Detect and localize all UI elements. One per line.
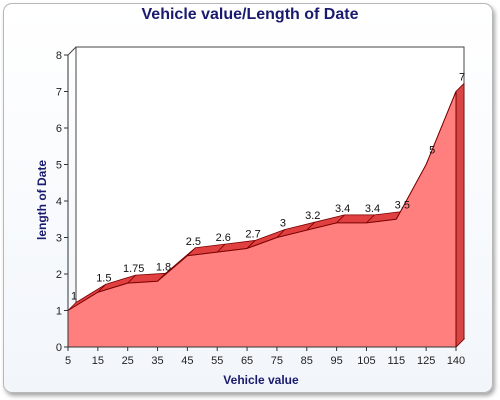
x-tick-label: 140 [447,355,465,367]
y-axis-title: length of Date [35,160,49,240]
y-tick-label: 5 [56,160,62,172]
area-series [67,82,465,348]
x-tick-label: 5 [65,355,71,367]
y-tick-label: 6 [56,123,62,135]
y-tick-label: 1 [56,306,62,318]
area-end-face [455,82,465,348]
y-tick-label: 7 [56,87,62,99]
y-tick-label: 2 [56,269,62,281]
data-label: 3.5 [395,199,410,211]
y-tick-label: 3 [56,233,62,245]
x-axis: 5 15 25 35 45 55 65 75 85 95 105 115 125 140 [65,346,465,367]
data-labels: 1 1.5 1.75 1.8 2.5 2.6 2.7 3 3.2 3.4 3.4 3.5 5 7 [71,72,465,303]
data-label: 7 [459,72,465,84]
x-tick-label: 25 [122,355,134,367]
data-label: 2.5 [186,236,201,248]
y-tick-label: 4 [56,196,62,208]
data-label: 1.5 [96,272,111,284]
x-tick-label: 125 [417,355,435,367]
x-tick-label: 15 [92,355,104,367]
data-label: 3.4 [335,203,350,215]
area-front-face [67,91,457,348]
data-label: 5 [429,145,435,157]
data-label: 3.2 [305,210,320,222]
x-tick-label: 35 [151,355,163,367]
x-tick-label: 65 [241,355,253,367]
chart-title: Vehicle value/Length of Date [141,6,359,23]
x-tick-label: 45 [181,355,193,367]
x-tick-label: 95 [330,355,342,367]
data-label: 1 [71,291,77,303]
x-tick-label: 115 [388,355,406,367]
data-label: 2.7 [245,228,260,240]
x-tick-label: 85 [301,355,313,367]
x-tick-label: 105 [357,355,375,367]
data-label: 1.75 [123,263,144,275]
x-tick-label: 75 [271,355,283,367]
data-label: 3.4 [365,203,380,215]
data-label: 2.6 [216,232,231,244]
y-tick-label: 8 [56,50,62,62]
data-label: 3 [280,218,286,230]
data-label: 1.8 [156,261,171,273]
y-axis: 0 1 2 3 4 5 6 7 8 [56,50,69,354]
plot-edge [67,46,77,56]
x-tick-label: 55 [211,355,223,367]
y-tick-label: 0 [56,342,62,354]
x-axis-title: Vehicle value [223,373,299,387]
